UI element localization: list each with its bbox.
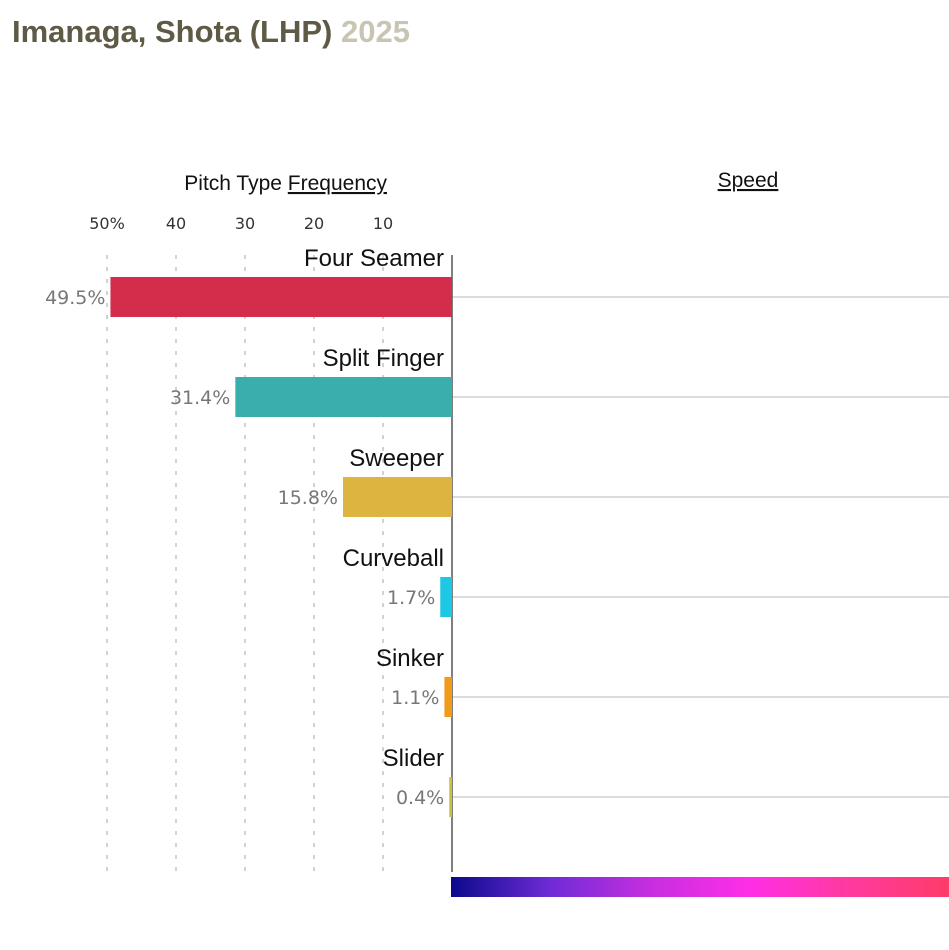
pitch-type-label: Split Finger (323, 345, 444, 372)
frequency-tick-label: 30 (235, 214, 255, 233)
frequency-bar (444, 677, 452, 717)
frequency-tick-label: 10 (373, 214, 393, 233)
frequency-bar (449, 777, 452, 817)
player-name: Imanaga, Shota (LHP) (12, 14, 333, 49)
frequency-value-label: 0.4% (396, 787, 444, 809)
pitch-type-label: Curveball (343, 545, 444, 572)
frequency-value-label: 1.7% (387, 587, 435, 609)
frequency-value-label: 1.1% (391, 687, 439, 709)
pitch-type-label: Sweeper (349, 445, 444, 472)
pitch-type-label: Sinker (376, 645, 444, 672)
frequency-value-label: 31.4% (170, 387, 230, 409)
axis-layer: 50%403020107080901 (89, 214, 949, 897)
frequency-bar (440, 577, 452, 617)
frequency-value-label: 49.5% (45, 287, 105, 309)
frequency-bar (342, 477, 452, 517)
frequency-value-label: 15.8% (278, 487, 338, 509)
frequency-bar (235, 377, 452, 417)
frequency-chart-title: Pitch Type Frequency (184, 172, 387, 195)
speed-color-scale (451, 877, 949, 897)
pitch-type-label: Slider (383, 745, 444, 772)
speed-chart-title[interactable]: Speed (718, 169, 779, 192)
frequency-tick-label: 20 (304, 214, 324, 233)
frequency-tick-label: 40 (166, 214, 186, 233)
frequency-tick-label: 50% (89, 214, 125, 233)
frequency-link[interactable]: Frequency (288, 172, 388, 195)
page-title: Imanaga, Shota (LHP) 2025 (12, 14, 410, 50)
grid-layer (106, 255, 949, 872)
pitch-type-label: Four Seamer (304, 245, 444, 272)
frequency-bar (110, 277, 452, 317)
season-year: 2025 (341, 14, 410, 49)
